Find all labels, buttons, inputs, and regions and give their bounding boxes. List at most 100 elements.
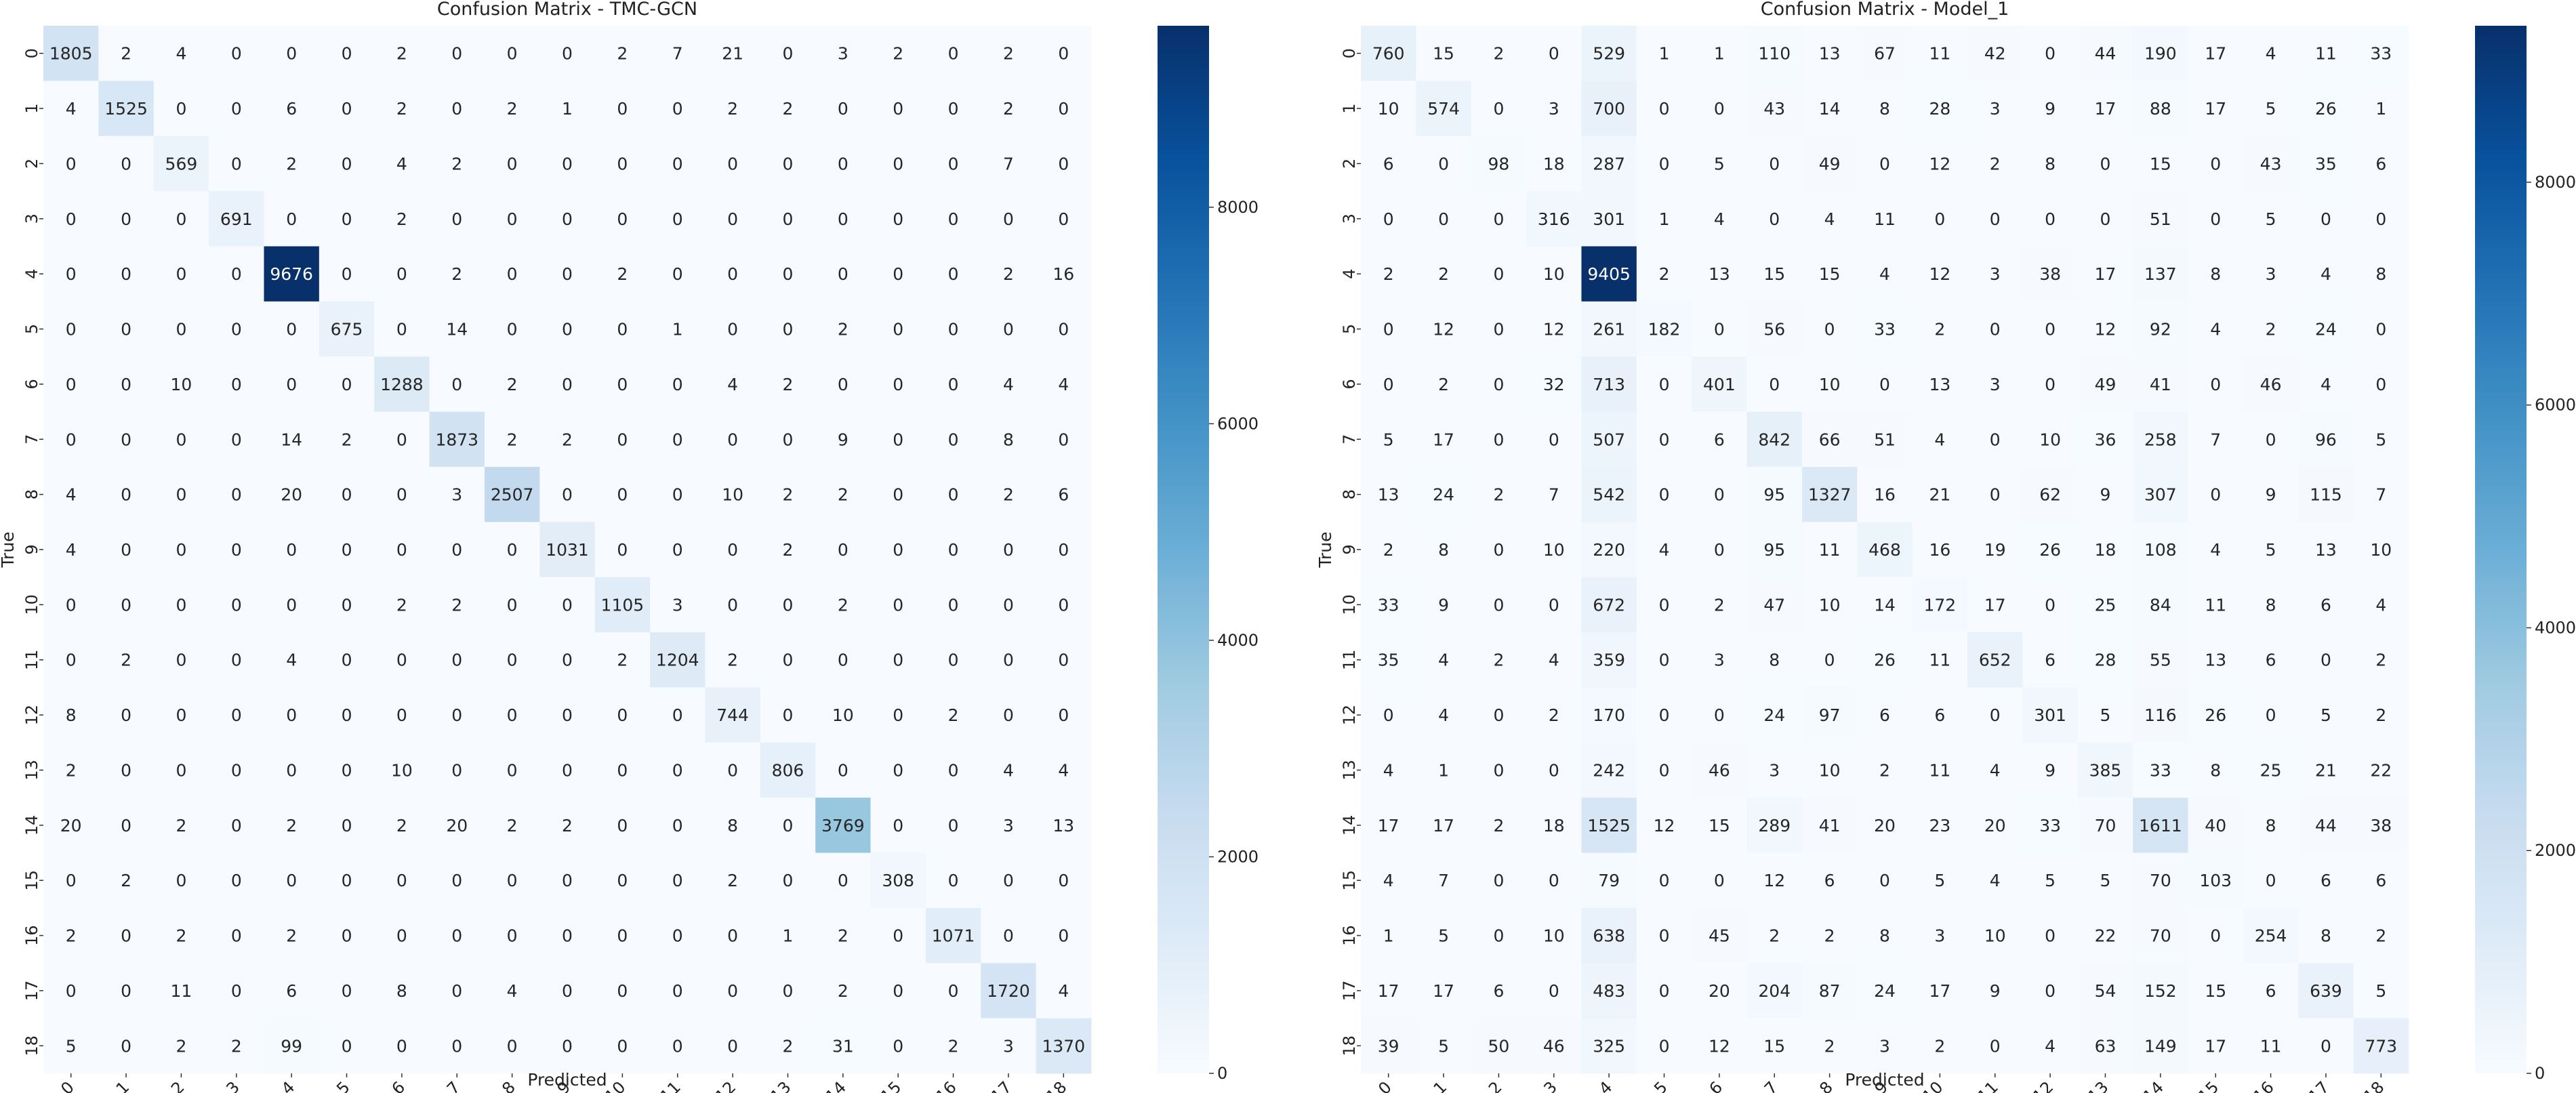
cell-value-label: 6 xyxy=(2266,651,2276,670)
cell-value-label: 46 xyxy=(1543,1036,1565,1056)
heatmap-cell xyxy=(1746,246,1803,302)
heatmap-cell xyxy=(650,798,706,854)
cell-value-label: 1288 xyxy=(380,375,424,394)
cell-value-label: 15 xyxy=(2150,154,2171,173)
heatmap-cell xyxy=(43,742,99,798)
heatmap-cell xyxy=(760,798,816,854)
heatmap-cell xyxy=(429,26,485,81)
cell-value-label: 0 xyxy=(396,651,407,670)
cell-value-label: 0 xyxy=(1493,871,1504,890)
heatmap-cell xyxy=(429,522,485,578)
heatmap-cell xyxy=(1526,81,1582,137)
y-tick-label: 13 xyxy=(22,760,41,781)
heatmap-cell xyxy=(925,1018,981,1074)
heatmap-cell xyxy=(981,26,1037,81)
heatmap-cell xyxy=(2022,1018,2079,1074)
cell-value-label: 4 xyxy=(507,981,518,1001)
heatmap-cell xyxy=(1636,798,1692,854)
cell-value-label: 220 xyxy=(1593,540,1625,560)
heatmap-cell xyxy=(1416,742,1472,798)
heatmap-cell xyxy=(209,798,264,854)
cell-value-label: 0 xyxy=(1659,595,1670,615)
heatmap-cell xyxy=(2077,963,2133,1019)
cell-value-label: 0 xyxy=(342,44,352,64)
y-tick-label: 15 xyxy=(1340,870,1359,891)
cell-value-label: 0 xyxy=(231,375,242,394)
y-tick-label: 14 xyxy=(1340,815,1359,836)
cell-value-label: 11 xyxy=(2205,595,2226,615)
cell-value-label: 0 xyxy=(1990,485,2001,505)
heatmap-cell xyxy=(98,411,155,468)
heatmap-cell xyxy=(1912,632,1968,688)
heatmap-cell xyxy=(925,191,981,247)
heatmap-cell xyxy=(1526,687,1582,743)
heatmap-cell xyxy=(264,907,320,964)
heatmap-cell xyxy=(1036,411,1092,468)
heatmap-cell xyxy=(264,963,320,1019)
cell-value-label: 0 xyxy=(783,209,794,229)
heatmap-cell xyxy=(2243,26,2299,81)
heatmap-cell xyxy=(1036,907,1092,964)
heatmap-cell xyxy=(43,301,99,357)
heatmap-cell xyxy=(1857,1018,1913,1074)
heatmap-cell xyxy=(815,742,872,798)
heatmap-cell xyxy=(1692,81,1748,137)
heatmap-cell xyxy=(429,466,485,522)
cell-value-label: 2 xyxy=(121,44,131,64)
heatmap-cell xyxy=(1636,356,1692,413)
cell-value-label: 0 xyxy=(562,1036,573,1056)
cell-value-label: 2 xyxy=(727,871,738,890)
heatmap-cell xyxy=(705,136,761,192)
cell-value-label: 8 xyxy=(1879,99,1890,119)
cell-value-label: 6 xyxy=(286,99,297,119)
cell-value-label: 0 xyxy=(1769,375,1780,394)
cell-value-label: 4 xyxy=(2210,320,2221,339)
cell-value-label: 0 xyxy=(1493,760,1504,780)
cell-value-label: 4 xyxy=(2321,375,2331,394)
cell-value-label: 8 xyxy=(1003,430,1014,449)
heatmap-cell xyxy=(2077,577,2133,633)
heatmap-cell xyxy=(374,466,430,522)
cell-value-label: 0 xyxy=(507,1036,518,1056)
heatmap-cell xyxy=(1526,411,1582,468)
heatmap-cell xyxy=(1692,301,1748,357)
heatmap-cell xyxy=(2077,81,2133,137)
heatmap-cell xyxy=(1361,191,1416,247)
heatmap-cell xyxy=(1967,26,2023,81)
heatmap-cell xyxy=(319,81,375,137)
cell-value-label: 56 xyxy=(1763,320,1785,339)
heatmap-cell xyxy=(429,191,485,247)
cell-value-label: 0 xyxy=(948,871,959,890)
cell-value-label: 26 xyxy=(2039,540,2061,560)
heatmap-cell xyxy=(1746,136,1803,192)
heatmap-cell xyxy=(981,246,1037,302)
cell-value-label: 49 xyxy=(1819,154,1841,173)
cell-value-label: 20 xyxy=(60,816,82,836)
cell-value-label: 0 xyxy=(176,320,186,339)
cell-value-label: 17 xyxy=(1929,981,1950,1001)
heatmap-cell xyxy=(2133,26,2189,81)
heatmap-cell xyxy=(705,522,761,578)
heatmap-cell xyxy=(2077,356,2133,413)
cell-value-label: 0 xyxy=(727,320,738,339)
cell-value-label: 62 xyxy=(2039,485,2061,505)
heatmap-cell xyxy=(1746,522,1803,578)
cell-value-label: 2 xyxy=(617,44,628,64)
cell-value-label: 0 xyxy=(121,981,131,1001)
cell-value-label: 4 xyxy=(1058,760,1069,780)
heatmap-cell xyxy=(981,411,1037,468)
heatmap-cell xyxy=(1526,577,1582,633)
cell-value-label: 33 xyxy=(2039,816,2061,836)
heatmap-cell xyxy=(1416,26,1472,81)
cell-value-label: 0 xyxy=(617,209,628,229)
heatmap-cell xyxy=(594,522,651,578)
chart-title: Confusion Matrix - Model_1 xyxy=(1761,0,2009,20)
heatmap-cell xyxy=(1471,522,1527,578)
heatmap-cell xyxy=(1912,907,1968,964)
cell-value-label: 0 xyxy=(727,209,738,229)
cell-value-label: 44 xyxy=(2095,44,2117,64)
cell-value-label: 8 xyxy=(2266,816,2276,836)
x-tick-label: 17 xyxy=(987,1077,1015,1093)
cell-value-label: 4 xyxy=(1003,760,1014,780)
cell-value-label: 5 xyxy=(2375,430,2386,449)
